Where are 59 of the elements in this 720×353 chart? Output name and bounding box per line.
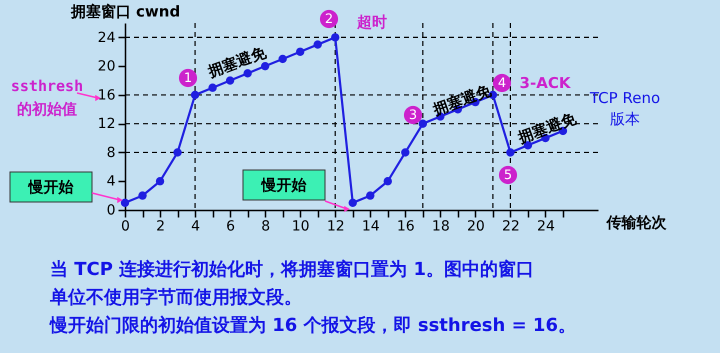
x-tick-label: 14 [362, 218, 380, 234]
point [296, 48, 304, 56]
point [173, 148, 182, 157]
text: ssthresh [10, 77, 84, 95]
annotation: TCP Reno [588, 89, 660, 107]
point [331, 33, 340, 42]
annotation: 超时 [356, 13, 387, 31]
x-tick-label: 20 [466, 218, 485, 234]
point [384, 177, 392, 186]
text: 慢开始 [28, 178, 74, 196]
annotation: 3 [408, 108, 418, 123]
annotation: 拥塞避免 [430, 80, 494, 120]
annotation: 慢开始 [260, 176, 308, 194]
y-tick-label: 20 [98, 58, 116, 75]
point [418, 120, 427, 128]
x-tick-label: 6 [226, 218, 236, 234]
point [348, 198, 357, 207]
text: 版本 [610, 110, 640, 128]
point [120, 198, 130, 207]
y-tick-label: 16 [98, 87, 116, 104]
point [366, 191, 374, 200]
text: 单位不使用字节而使用报文段。 [49, 287, 302, 308]
x-tick-label: 24 [537, 218, 555, 234]
point [156, 177, 164, 186]
y-tick-label: 12 [98, 116, 116, 132]
y-tick-label: 0 [106, 202, 116, 218]
x-tick-label: 18 [432, 218, 450, 234]
y-tick-label: 24 [98, 30, 116, 46]
x-tick-label: 12 [326, 218, 345, 234]
annotation: 4 [498, 76, 506, 91]
point [401, 148, 410, 157]
text: 慢开始门限的初始值设置为 16 个报文段，即 ssthresh = 16。 [49, 315, 576, 336]
point [278, 54, 287, 64]
annotation: 拥塞避免 [514, 108, 580, 148]
x-tick-label: 10 [292, 218, 310, 234]
x-tick-label: 22 [502, 218, 520, 234]
point [138, 191, 147, 200]
annotation: 5 [504, 168, 512, 183]
annotation: 2 [324, 12, 334, 27]
x-axis-title: 传输轮次 [606, 214, 668, 232]
annotation: 3-ACK [520, 74, 572, 92]
point [208, 84, 217, 92]
y-axis-title: 拥塞窗口 cwnd [70, 2, 180, 20]
x-tick-label: 8 [261, 218, 270, 234]
y-tick-label: 8 [106, 144, 116, 161]
x-tick-label: 4 [191, 218, 200, 234]
x-tick-label: 2 [156, 218, 165, 234]
x-tick-label: 0 [121, 218, 130, 234]
text: 的初始值 [17, 100, 77, 118]
annotation: 1 [184, 71, 192, 86]
point [506, 148, 515, 157]
point [243, 69, 252, 78]
annotation: 拥塞避免 [204, 42, 270, 82]
x-tick-label: 16 [396, 218, 415, 234]
point [190, 90, 200, 100]
y-tick-label: 4 [106, 174, 116, 190]
point [226, 76, 234, 85]
text: 当 TCP 连接进行初始化时，将拥塞窗口置为 1。图中的窗口 [50, 259, 534, 280]
point [314, 40, 322, 49]
